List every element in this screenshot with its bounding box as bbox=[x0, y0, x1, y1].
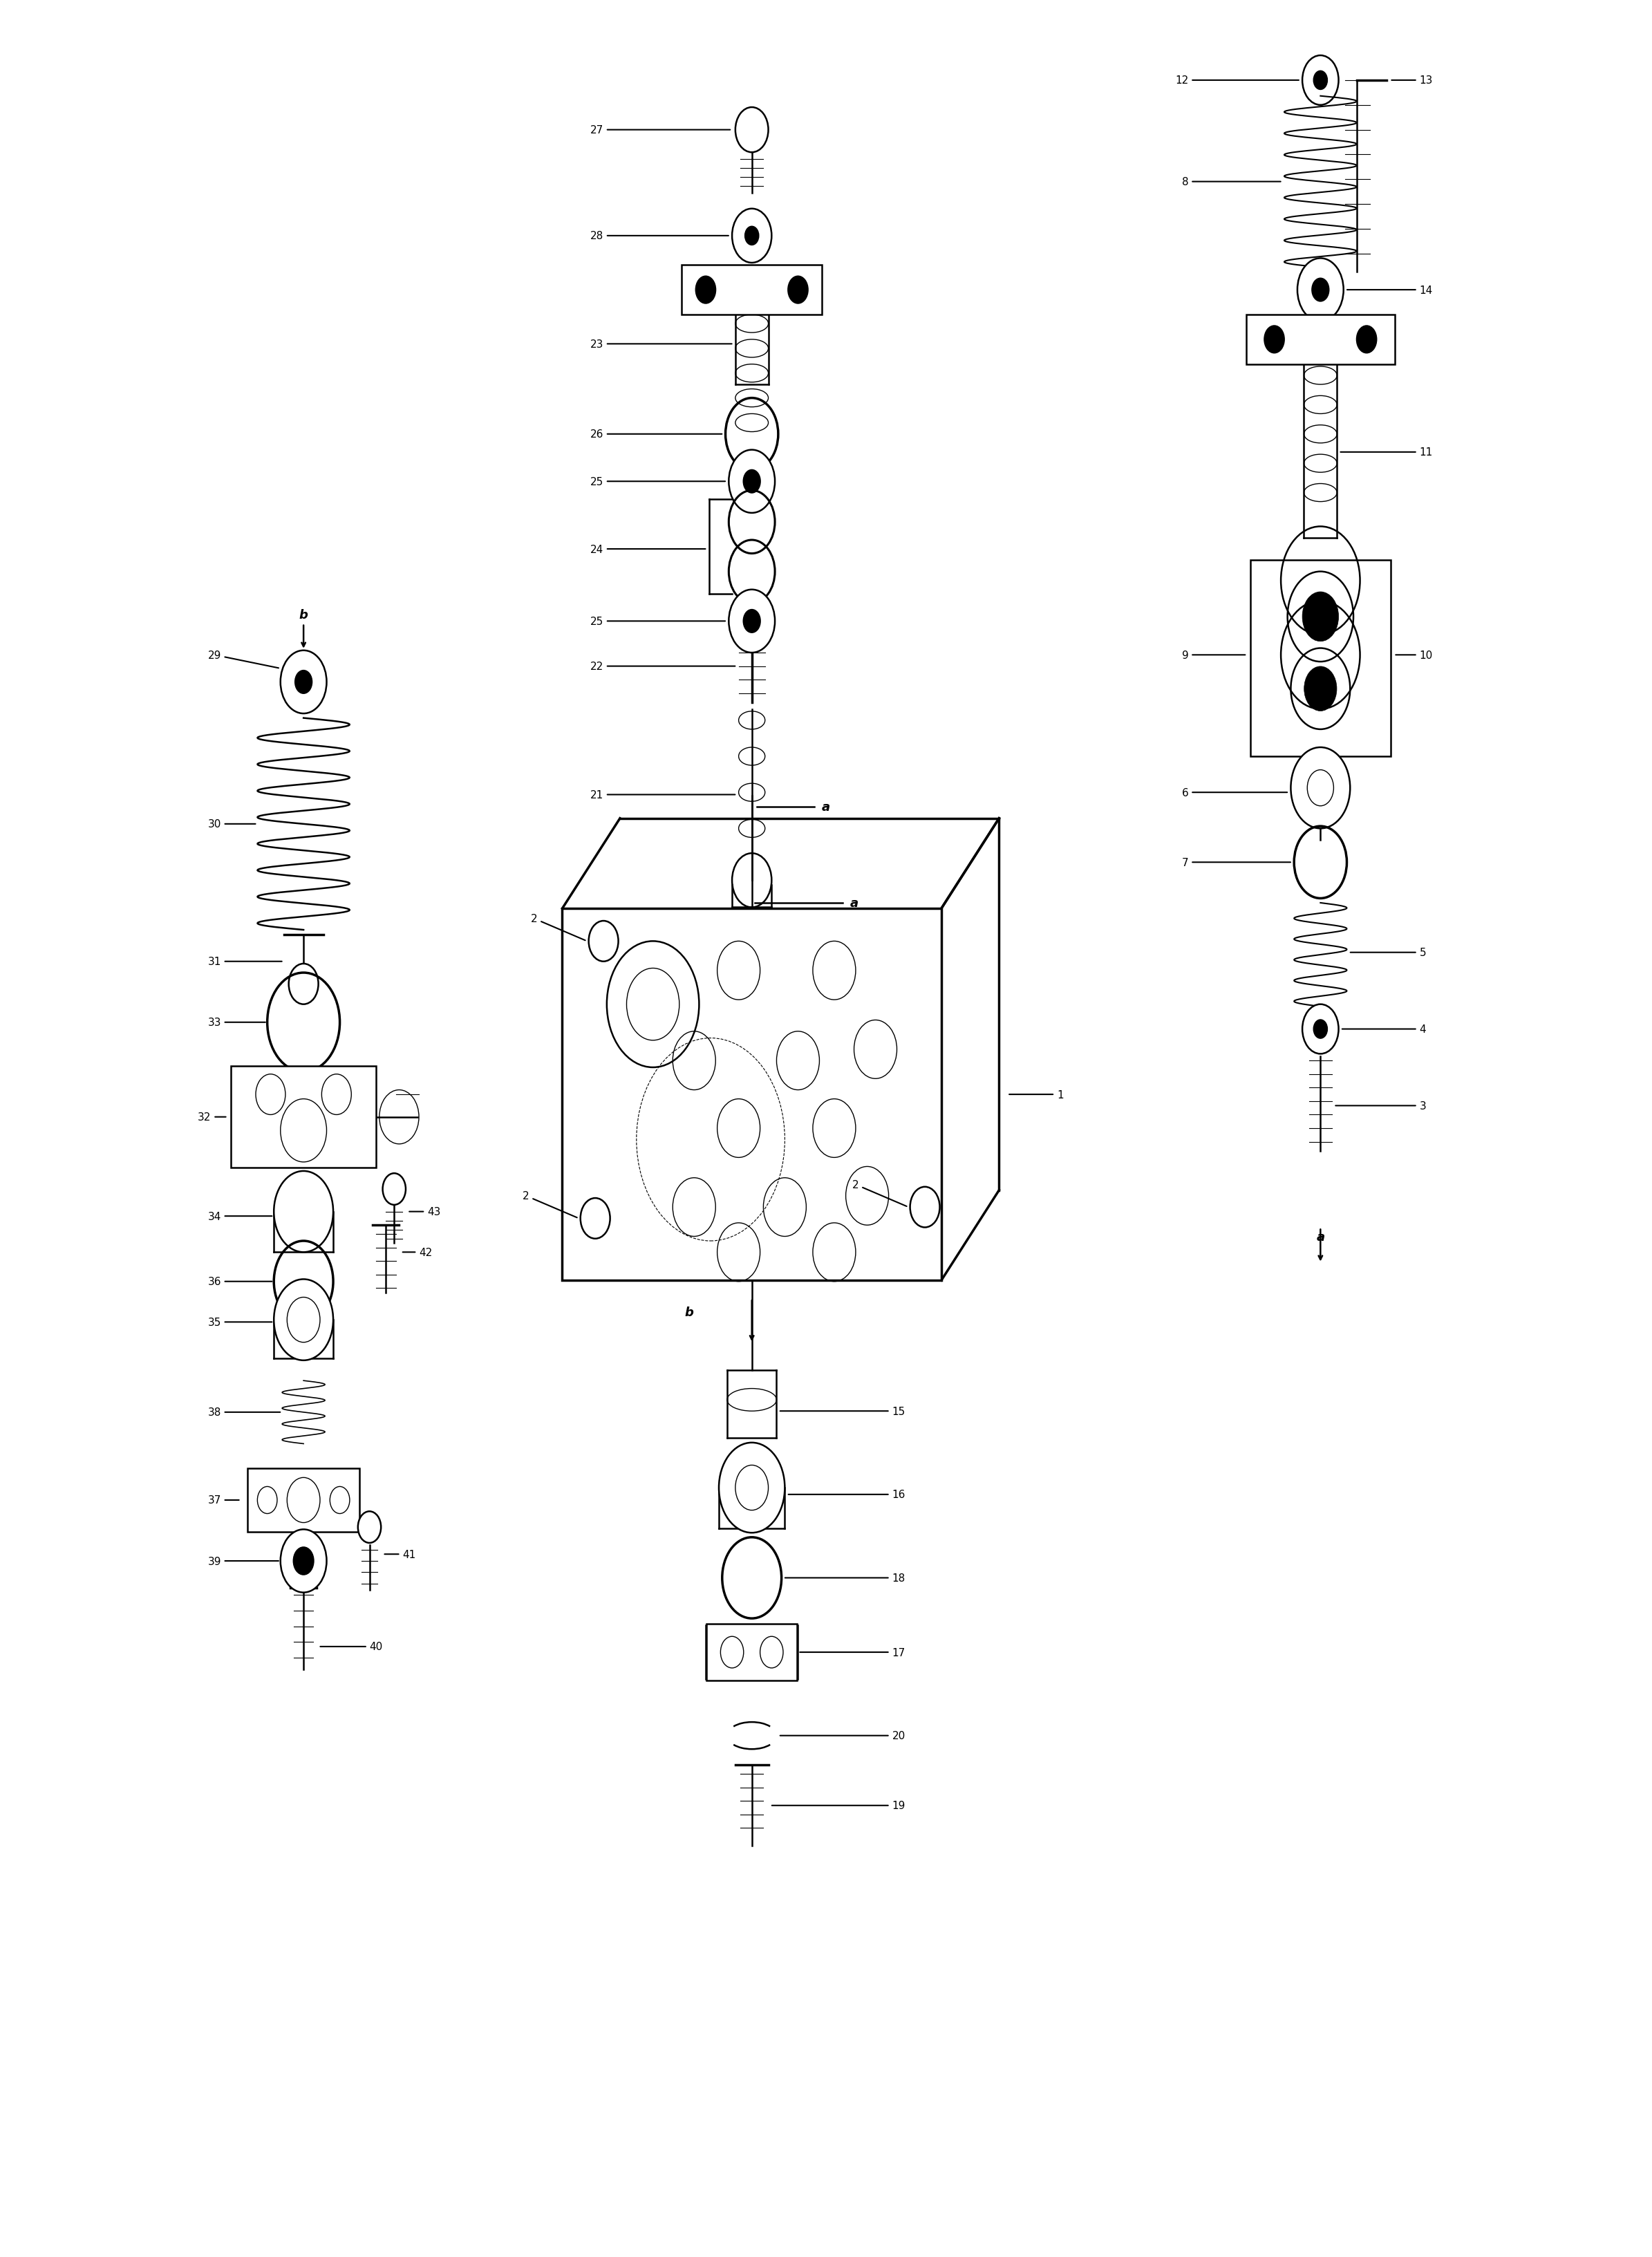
Text: b: b bbox=[684, 1307, 694, 1318]
Text: 7: 7 bbox=[1181, 858, 1290, 867]
Circle shape bbox=[1313, 1020, 1327, 1038]
Text: a: a bbox=[1317, 1230, 1325, 1244]
Circle shape bbox=[735, 108, 768, 153]
Text: 5: 5 bbox=[1350, 948, 1426, 957]
Circle shape bbox=[1302, 591, 1338, 641]
Circle shape bbox=[729, 451, 775, 512]
Text: 33: 33 bbox=[208, 1018, 266, 1027]
Circle shape bbox=[1313, 72, 1327, 90]
Text: 43: 43 bbox=[410, 1207, 441, 1217]
Text: 1: 1 bbox=[1009, 1090, 1064, 1099]
Text: b: b bbox=[299, 609, 307, 621]
Text: 14: 14 bbox=[1346, 284, 1432, 296]
Bar bbox=[248, 1469, 360, 1533]
Text: 39: 39 bbox=[208, 1555, 279, 1566]
Circle shape bbox=[294, 1548, 314, 1575]
Text: 19: 19 bbox=[771, 1801, 905, 1810]
Text: a: a bbox=[849, 896, 857, 910]
Text: 35: 35 bbox=[208, 1318, 273, 1327]
Circle shape bbox=[910, 1187, 940, 1228]
Text: 20: 20 bbox=[780, 1731, 905, 1740]
Circle shape bbox=[274, 1280, 334, 1361]
Bar bbox=[707, 1625, 798, 1681]
Text: 31: 31 bbox=[208, 957, 282, 966]
Text: 10: 10 bbox=[1396, 650, 1432, 661]
Text: 28: 28 bbox=[590, 230, 729, 241]
Text: 41: 41 bbox=[385, 1548, 416, 1560]
Text: a: a bbox=[821, 801, 831, 813]
Circle shape bbox=[1312, 280, 1328, 302]
Circle shape bbox=[1290, 747, 1350, 828]
Text: 21: 21 bbox=[590, 790, 735, 801]
Circle shape bbox=[296, 670, 312, 693]
Text: 36: 36 bbox=[208, 1277, 273, 1286]
Text: 29: 29 bbox=[208, 650, 279, 668]
Text: 42: 42 bbox=[403, 1248, 433, 1257]
Text: 25: 25 bbox=[590, 616, 725, 627]
Circle shape bbox=[289, 964, 319, 1004]
Circle shape bbox=[745, 228, 758, 246]
Text: 24: 24 bbox=[590, 544, 705, 555]
Text: 16: 16 bbox=[788, 1490, 905, 1501]
Text: 30: 30 bbox=[208, 819, 256, 831]
Text: 18: 18 bbox=[785, 1573, 905, 1582]
Text: 23: 23 bbox=[590, 339, 732, 350]
Circle shape bbox=[1297, 260, 1343, 323]
Circle shape bbox=[281, 1530, 327, 1593]
Text: 3: 3 bbox=[1335, 1101, 1426, 1110]
Circle shape bbox=[588, 921, 618, 961]
Circle shape bbox=[732, 210, 771, 264]
Text: 2: 2 bbox=[852, 1180, 907, 1207]
Circle shape bbox=[1356, 327, 1376, 354]
Text: 34: 34 bbox=[208, 1212, 273, 1221]
Circle shape bbox=[281, 650, 327, 713]
Text: 38: 38 bbox=[208, 1406, 281, 1417]
Text: 37: 37 bbox=[208, 1494, 240, 1505]
Text: 8: 8 bbox=[1181, 176, 1280, 187]
Bar bbox=[1251, 560, 1391, 756]
Text: 11: 11 bbox=[1340, 447, 1432, 458]
Text: 25: 25 bbox=[590, 476, 725, 488]
Text: 17: 17 bbox=[800, 1648, 905, 1657]
Text: 2: 2 bbox=[530, 914, 585, 941]
Text: 13: 13 bbox=[1391, 74, 1432, 86]
Text: 15: 15 bbox=[780, 1406, 905, 1417]
Text: 9: 9 bbox=[1181, 650, 1246, 661]
Circle shape bbox=[1264, 327, 1284, 354]
Bar bbox=[562, 910, 942, 1280]
Circle shape bbox=[1302, 1004, 1338, 1054]
Circle shape bbox=[274, 1171, 334, 1253]
Circle shape bbox=[788, 278, 808, 305]
Text: 12: 12 bbox=[1175, 74, 1298, 86]
Text: 6: 6 bbox=[1181, 788, 1287, 799]
Text: 26: 26 bbox=[590, 429, 722, 440]
Bar bbox=[1246, 316, 1394, 366]
Circle shape bbox=[743, 609, 760, 632]
Text: 27: 27 bbox=[590, 124, 730, 135]
Bar bbox=[682, 266, 823, 316]
Circle shape bbox=[729, 589, 775, 652]
Text: 40: 40 bbox=[320, 1641, 383, 1652]
Circle shape bbox=[1302, 56, 1338, 106]
Bar bbox=[231, 1068, 377, 1167]
Circle shape bbox=[743, 469, 760, 492]
Circle shape bbox=[580, 1198, 610, 1239]
Circle shape bbox=[1303, 666, 1336, 711]
Text: 2: 2 bbox=[522, 1192, 577, 1219]
Circle shape bbox=[719, 1442, 785, 1533]
Circle shape bbox=[383, 1174, 406, 1205]
Circle shape bbox=[695, 278, 715, 305]
Text: 32: 32 bbox=[198, 1113, 226, 1122]
Text: 4: 4 bbox=[1341, 1025, 1426, 1034]
Text: 22: 22 bbox=[590, 661, 735, 673]
Circle shape bbox=[358, 1512, 382, 1544]
